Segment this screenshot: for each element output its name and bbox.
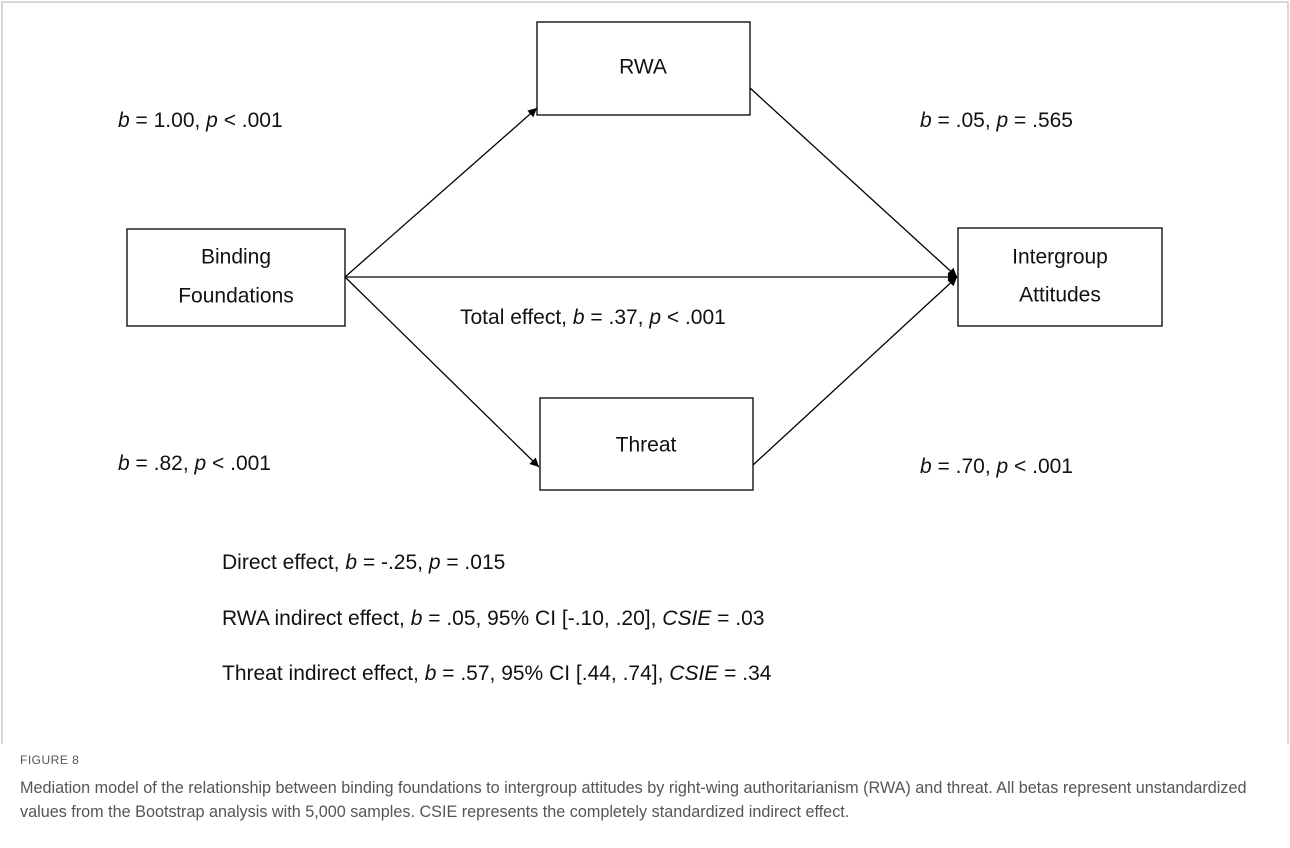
text-run: b xyxy=(118,109,130,132)
edge-label: b = .70, p < .001 xyxy=(920,455,1073,478)
text-run: b xyxy=(920,455,932,478)
text-run: b xyxy=(573,306,585,329)
figure-caption: Mediation model of the relationship betw… xyxy=(20,779,1247,821)
node-box xyxy=(126,228,346,327)
text-run: p xyxy=(428,551,441,574)
arrow xyxy=(344,276,540,468)
edge-label: Direct effect, b = -.25, p = .015 xyxy=(222,551,505,574)
edge-label: RWA indirect effect, b = .05, 95% CI [-.… xyxy=(222,607,764,630)
text-run: = .57, 95% CI [.44, .74], xyxy=(436,662,669,685)
text-run: b xyxy=(118,452,130,475)
text-run: = -.25, xyxy=(357,551,429,574)
edge-label: b = .05, p = .565 xyxy=(920,109,1073,132)
text-run: p xyxy=(995,109,1008,132)
node-label: Attitudes xyxy=(1019,284,1101,307)
text-run: Threat indirect effect, xyxy=(222,662,425,685)
text-run: = .82, xyxy=(130,452,195,475)
node-box xyxy=(957,227,1163,327)
text-run: < .001 xyxy=(1008,455,1073,478)
text-run: = .015 xyxy=(441,551,506,574)
text-run: b xyxy=(920,109,932,132)
text-run: CSIE xyxy=(662,607,712,630)
node-box xyxy=(539,397,754,491)
text-run: CSIE xyxy=(669,662,719,685)
boxes xyxy=(126,21,1163,491)
text-run: = .70, xyxy=(932,455,997,478)
edge-label: Threat indirect effect, b = .57, 95% CI … xyxy=(222,662,772,685)
node-label: Intergroup xyxy=(1012,246,1108,269)
text-run: Direct effect, xyxy=(222,551,345,574)
frame xyxy=(1,1,1289,744)
text-run: b xyxy=(425,662,437,685)
text-run: = .565 xyxy=(1008,109,1073,132)
text-run: = .05, xyxy=(932,109,997,132)
edge-label: b = .82, p < .001 xyxy=(118,452,271,475)
node-label: Foundations xyxy=(178,285,294,308)
text-run: = 1.00, xyxy=(130,109,206,132)
text-run: RWA indirect effect, xyxy=(222,607,411,630)
text-run: < .001 xyxy=(218,109,283,132)
diagram: RWA Binding Foundations Intergroup Attitudes… xyxy=(1,1,1289,744)
text-run: Total effect, xyxy=(460,306,573,329)
text-run: < .001 xyxy=(206,452,271,475)
edge-label: Total effect, b = .37, p < .001 xyxy=(460,306,726,329)
node-box xyxy=(536,21,751,116)
arrow xyxy=(752,276,958,466)
edge-label: b = 1.00, p < .001 xyxy=(118,109,283,132)
text-run: = .37, xyxy=(585,306,650,329)
text-run: < .001 xyxy=(661,306,726,329)
text-run: = .03 xyxy=(711,607,764,630)
figure-label: FIGURE 8 xyxy=(20,753,80,767)
text-run: p xyxy=(995,455,1008,478)
text-run: p xyxy=(648,306,661,329)
arrow xyxy=(749,87,958,278)
arrows xyxy=(344,87,958,468)
node-label: RWA xyxy=(619,56,667,79)
text-run: = .05, 95% CI [-.10, .20], xyxy=(422,607,662,630)
node-label: Threat xyxy=(616,434,677,457)
node-label: Binding xyxy=(201,246,271,269)
text-run: b xyxy=(411,607,423,630)
text-run: = .34 xyxy=(718,662,771,685)
arrow xyxy=(344,107,538,278)
text-run: p xyxy=(205,109,218,132)
text-run: p xyxy=(193,452,206,475)
text-run: b xyxy=(345,551,357,574)
